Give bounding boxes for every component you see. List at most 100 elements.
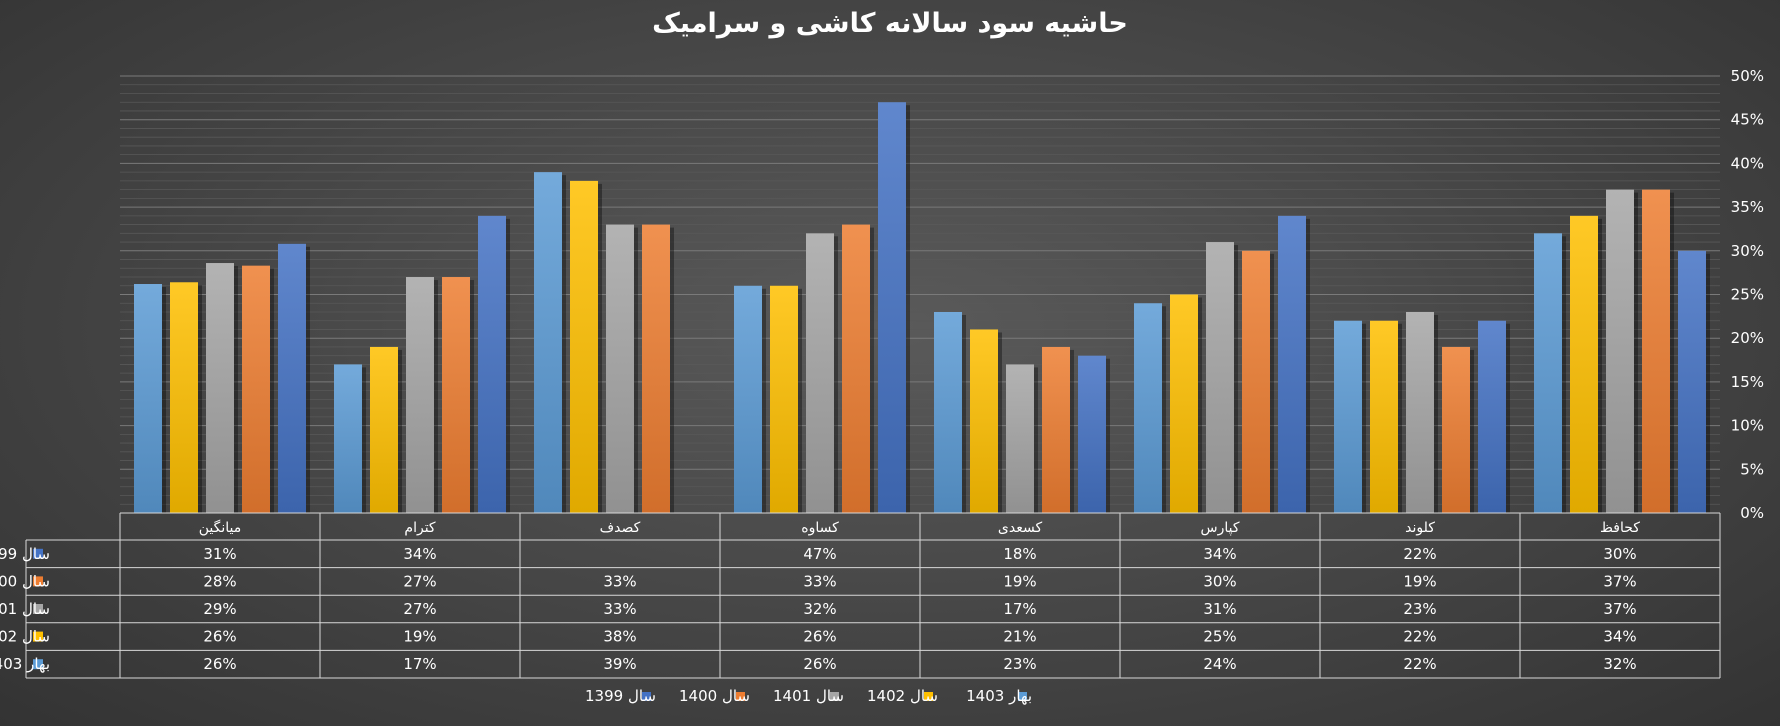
bar [1478,320,1506,513]
y-tick-label: 25% [1731,286,1764,304]
table-cell: 47% [803,545,836,563]
y-tick-label: 15% [1731,373,1764,391]
table-cell: 28% [203,572,236,590]
bar [170,282,198,513]
table-cell: 19% [1403,572,1436,590]
bar [134,284,162,513]
bar [1278,215,1306,513]
bar [1406,311,1434,513]
bar [1570,215,1598,513]
category-label: کپارس [1200,520,1239,536]
bar [478,215,506,513]
bar [642,224,670,513]
legend-key [736,692,745,701]
category-label: کترام [404,520,436,536]
bar [1534,233,1562,513]
table-cell: 39% [603,655,636,673]
category-label: کصدف [600,520,641,536]
bar [1370,320,1398,513]
bar [1042,346,1070,513]
legend-label: سال 1399 [585,687,656,705]
category-label: کسعدی [998,520,1043,536]
bar [734,285,762,513]
table-cell: 33% [803,572,836,590]
table-cell: 22% [1403,545,1436,563]
y-tick-label: 50% [1731,67,1764,85]
bars [134,102,1710,514]
table-cell: 21% [1003,628,1036,646]
bar [370,346,398,513]
bar [1642,189,1670,513]
bar [1170,294,1198,513]
bar [934,311,962,513]
bar [334,364,362,513]
bar [806,233,834,513]
category-label: کلوند [1405,520,1435,536]
table-cell: 31% [203,545,236,563]
bar [1006,364,1034,513]
legend-key [33,659,43,670]
legend-key [33,576,43,587]
table-cell: 22% [1403,628,1436,646]
bar [1206,242,1234,513]
bar [842,224,870,513]
bar [1606,189,1634,513]
table-cell: 37% [1603,600,1636,618]
table-row-label: سال 1401 [0,600,50,618]
bar [242,265,270,513]
legend-key [33,631,43,642]
table-cell: 23% [1403,600,1436,618]
table-cell: 26% [803,655,836,673]
table-cell: 34% [1603,628,1636,646]
table-cell: 33% [603,572,636,590]
table-cell: 25% [1203,628,1236,646]
table-cell: 26% [203,655,236,673]
data-table: کحافظ کلوند کپارس کسعدی کساوه کصدف کترام میانگی… [0,512,1721,679]
table-cell: 30% [1603,545,1636,563]
bar [878,102,906,513]
table-cell: 32% [1603,655,1636,673]
bar [442,277,470,513]
legend-label: سال 1402 [867,687,938,705]
table-cell: 34% [403,545,436,563]
bar [206,263,234,513]
bar [406,277,434,513]
table-cell: 18% [1003,545,1036,563]
legend-label: سال 1400 [679,687,750,705]
table-cell: 19% [1003,572,1036,590]
table-cell: 27% [403,572,436,590]
bar [606,224,634,513]
bar [1442,346,1470,513]
legend-label: بهار 1403 [966,687,1032,705]
y-tick-label: 30% [1731,242,1764,260]
table-cell: 33% [603,600,636,618]
bar [1134,303,1162,513]
table-cell: 26% [203,628,236,646]
legend-key [924,692,933,701]
category-label: کحافظ [1600,520,1640,536]
table-row-label: بهار 1403 [0,655,50,673]
y-tick-label: 0% [1740,504,1764,522]
table-cell: 30% [1203,572,1236,590]
category-label: کساوه [801,520,839,536]
bar [1678,250,1706,514]
y-tick-label: 40% [1731,154,1764,172]
bar [770,285,798,513]
table-cell: 38% [603,628,636,646]
legend-key [1018,692,1027,701]
table-cell: 32% [803,600,836,618]
table-cell: 19% [403,628,436,646]
legend-label: سال 1401 [773,687,844,705]
table-cell: 27% [403,600,436,618]
table-cell: 17% [1003,600,1036,618]
table-row-label: سال 1399 [0,545,50,563]
bar [534,172,562,513]
y-tick-label: 45% [1731,111,1764,129]
category-label: میانگین [199,519,242,536]
table-cell: 22% [1403,655,1436,673]
bar [1334,320,1362,513]
bar [1078,355,1106,513]
table-cell: 31% [1203,600,1236,618]
y-tick-label: 20% [1731,329,1764,347]
